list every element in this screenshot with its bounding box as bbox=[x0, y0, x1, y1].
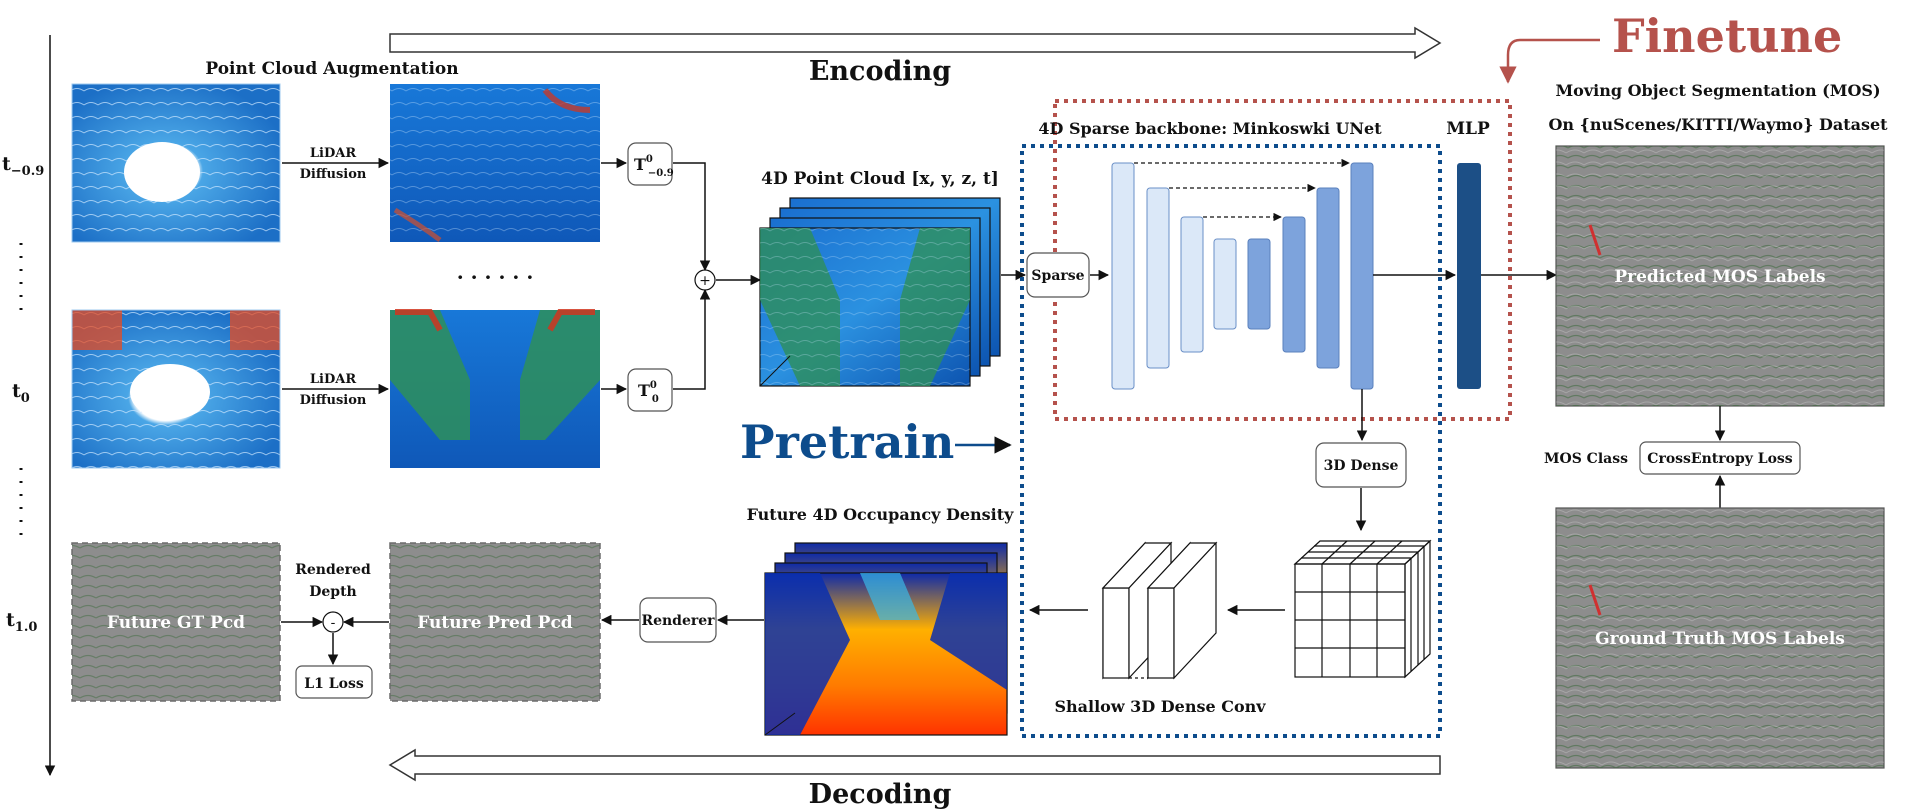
sparse-label: Sparse bbox=[1031, 268, 1084, 284]
point-cloud-4d-stack bbox=[759, 197, 1001, 387]
raw-lidar-top bbox=[71, 83, 281, 243]
pretrain-region bbox=[1020, 144, 1442, 738]
time-label-t-future: t1.0 bbox=[6, 609, 37, 635]
sum-node bbox=[694, 269, 716, 291]
mos-class-label: MOS Class bbox=[1544, 451, 1628, 467]
finetune-arrow bbox=[1499, 38, 1600, 84]
mos-dataset-title: On {nuScenes/KITTI/Waymo} Dataset bbox=[1548, 115, 1888, 134]
decoding-arrow bbox=[388, 748, 1441, 782]
dense3d-box bbox=[1315, 442, 1407, 488]
unet-decoder-blocks bbox=[1247, 162, 1374, 390]
minus-node-symbol: - bbox=[331, 615, 336, 631]
future-gt-pcd-panel bbox=[71, 542, 281, 702]
shallow-conv-title: Shallow 3D Dense Conv bbox=[1054, 697, 1266, 716]
transform-label-a: T0 −0.9 bbox=[634, 154, 674, 179]
decoding-label: Decoding bbox=[809, 779, 952, 810]
diffusion-label-top: Diffusion bbox=[300, 167, 367, 182]
rendered-label: Rendered bbox=[295, 562, 371, 578]
finetune-label: Finetune bbox=[1612, 9, 1842, 63]
diffused-lidar-middle bbox=[390, 309, 600, 468]
ground-truth-mos-panel bbox=[1555, 507, 1885, 769]
connector-transform-a bbox=[673, 162, 711, 272]
renderer-label: Renderer bbox=[641, 613, 715, 629]
predicted-mos-label: Predicted MOS Labels bbox=[1614, 267, 1825, 287]
augmentation-title: Point Cloud Augmentation bbox=[205, 59, 458, 79]
mlp-title: MLP bbox=[1446, 119, 1490, 139]
time-label-t-zero: t0 bbox=[12, 380, 30, 406]
future-pred-pcd-label: Future Pred Pcd bbox=[417, 613, 573, 633]
lidar-label-middle: LiDAR bbox=[310, 372, 356, 387]
dense3d-label: 3D Dense bbox=[1324, 458, 1399, 474]
point-cloud-4d-title: 4D Point Cloud [x, y, z, t] bbox=[761, 169, 999, 189]
minus-node bbox=[322, 611, 344, 633]
unet-skip-connections bbox=[1134, 158, 1350, 222]
transform-label-b: T0 0 bbox=[638, 380, 659, 405]
future-pred-pcd-panel bbox=[389, 542, 601, 702]
crossentropy-label: CrossEntropy Loss bbox=[1647, 451, 1793, 467]
pretrain-label: Pretrain bbox=[740, 415, 954, 469]
encoding-label: Encoding bbox=[809, 56, 951, 87]
lidar-label-top: LiDAR bbox=[310, 146, 356, 161]
raw-lidar-middle bbox=[71, 309, 281, 469]
l1-loss-box bbox=[295, 665, 373, 699]
l1-loss-label: L1 Loss bbox=[304, 676, 364, 692]
future-gt-pcd-label: Future GT Pcd bbox=[107, 613, 245, 633]
diffused-lidar-top bbox=[390, 84, 600, 243]
sparse-box bbox=[1026, 252, 1090, 298]
mlp-block bbox=[1457, 163, 1481, 389]
future-density-title: Future 4D Occupancy Density bbox=[747, 505, 1015, 524]
renderer-box bbox=[639, 597, 717, 643]
ground-truth-mos-label: Ground Truth MOS Labels bbox=[1595, 629, 1845, 649]
shallow-conv-slabs bbox=[1101, 541, 1218, 680]
transform-box-a bbox=[627, 142, 673, 186]
dense-voxel-grid bbox=[1293, 539, 1432, 679]
diffusion-label-middle: Diffusion bbox=[300, 393, 367, 408]
encoding-arrow bbox=[389, 26, 1442, 60]
unet-encoder-blocks bbox=[1111, 162, 1237, 390]
ellipsis-middle: · · · · · · bbox=[457, 265, 534, 289]
time-label-t-minus: t−0.9 bbox=[2, 153, 44, 179]
transform-box-b bbox=[627, 368, 673, 412]
connector-transform-b bbox=[673, 288, 711, 390]
mos-title: Moving Object Segmentation (MOS) bbox=[1555, 81, 1880, 100]
predicted-mos-panel bbox=[1555, 145, 1885, 407]
sum-node-symbol: + bbox=[699, 273, 711, 289]
crossentropy-box bbox=[1639, 441, 1801, 475]
depth-label: Depth bbox=[309, 584, 356, 600]
backbone-title: 4D Sparse backbone: Minkoswki UNet bbox=[1038, 119, 1382, 138]
future-density-stack bbox=[764, 542, 1008, 736]
